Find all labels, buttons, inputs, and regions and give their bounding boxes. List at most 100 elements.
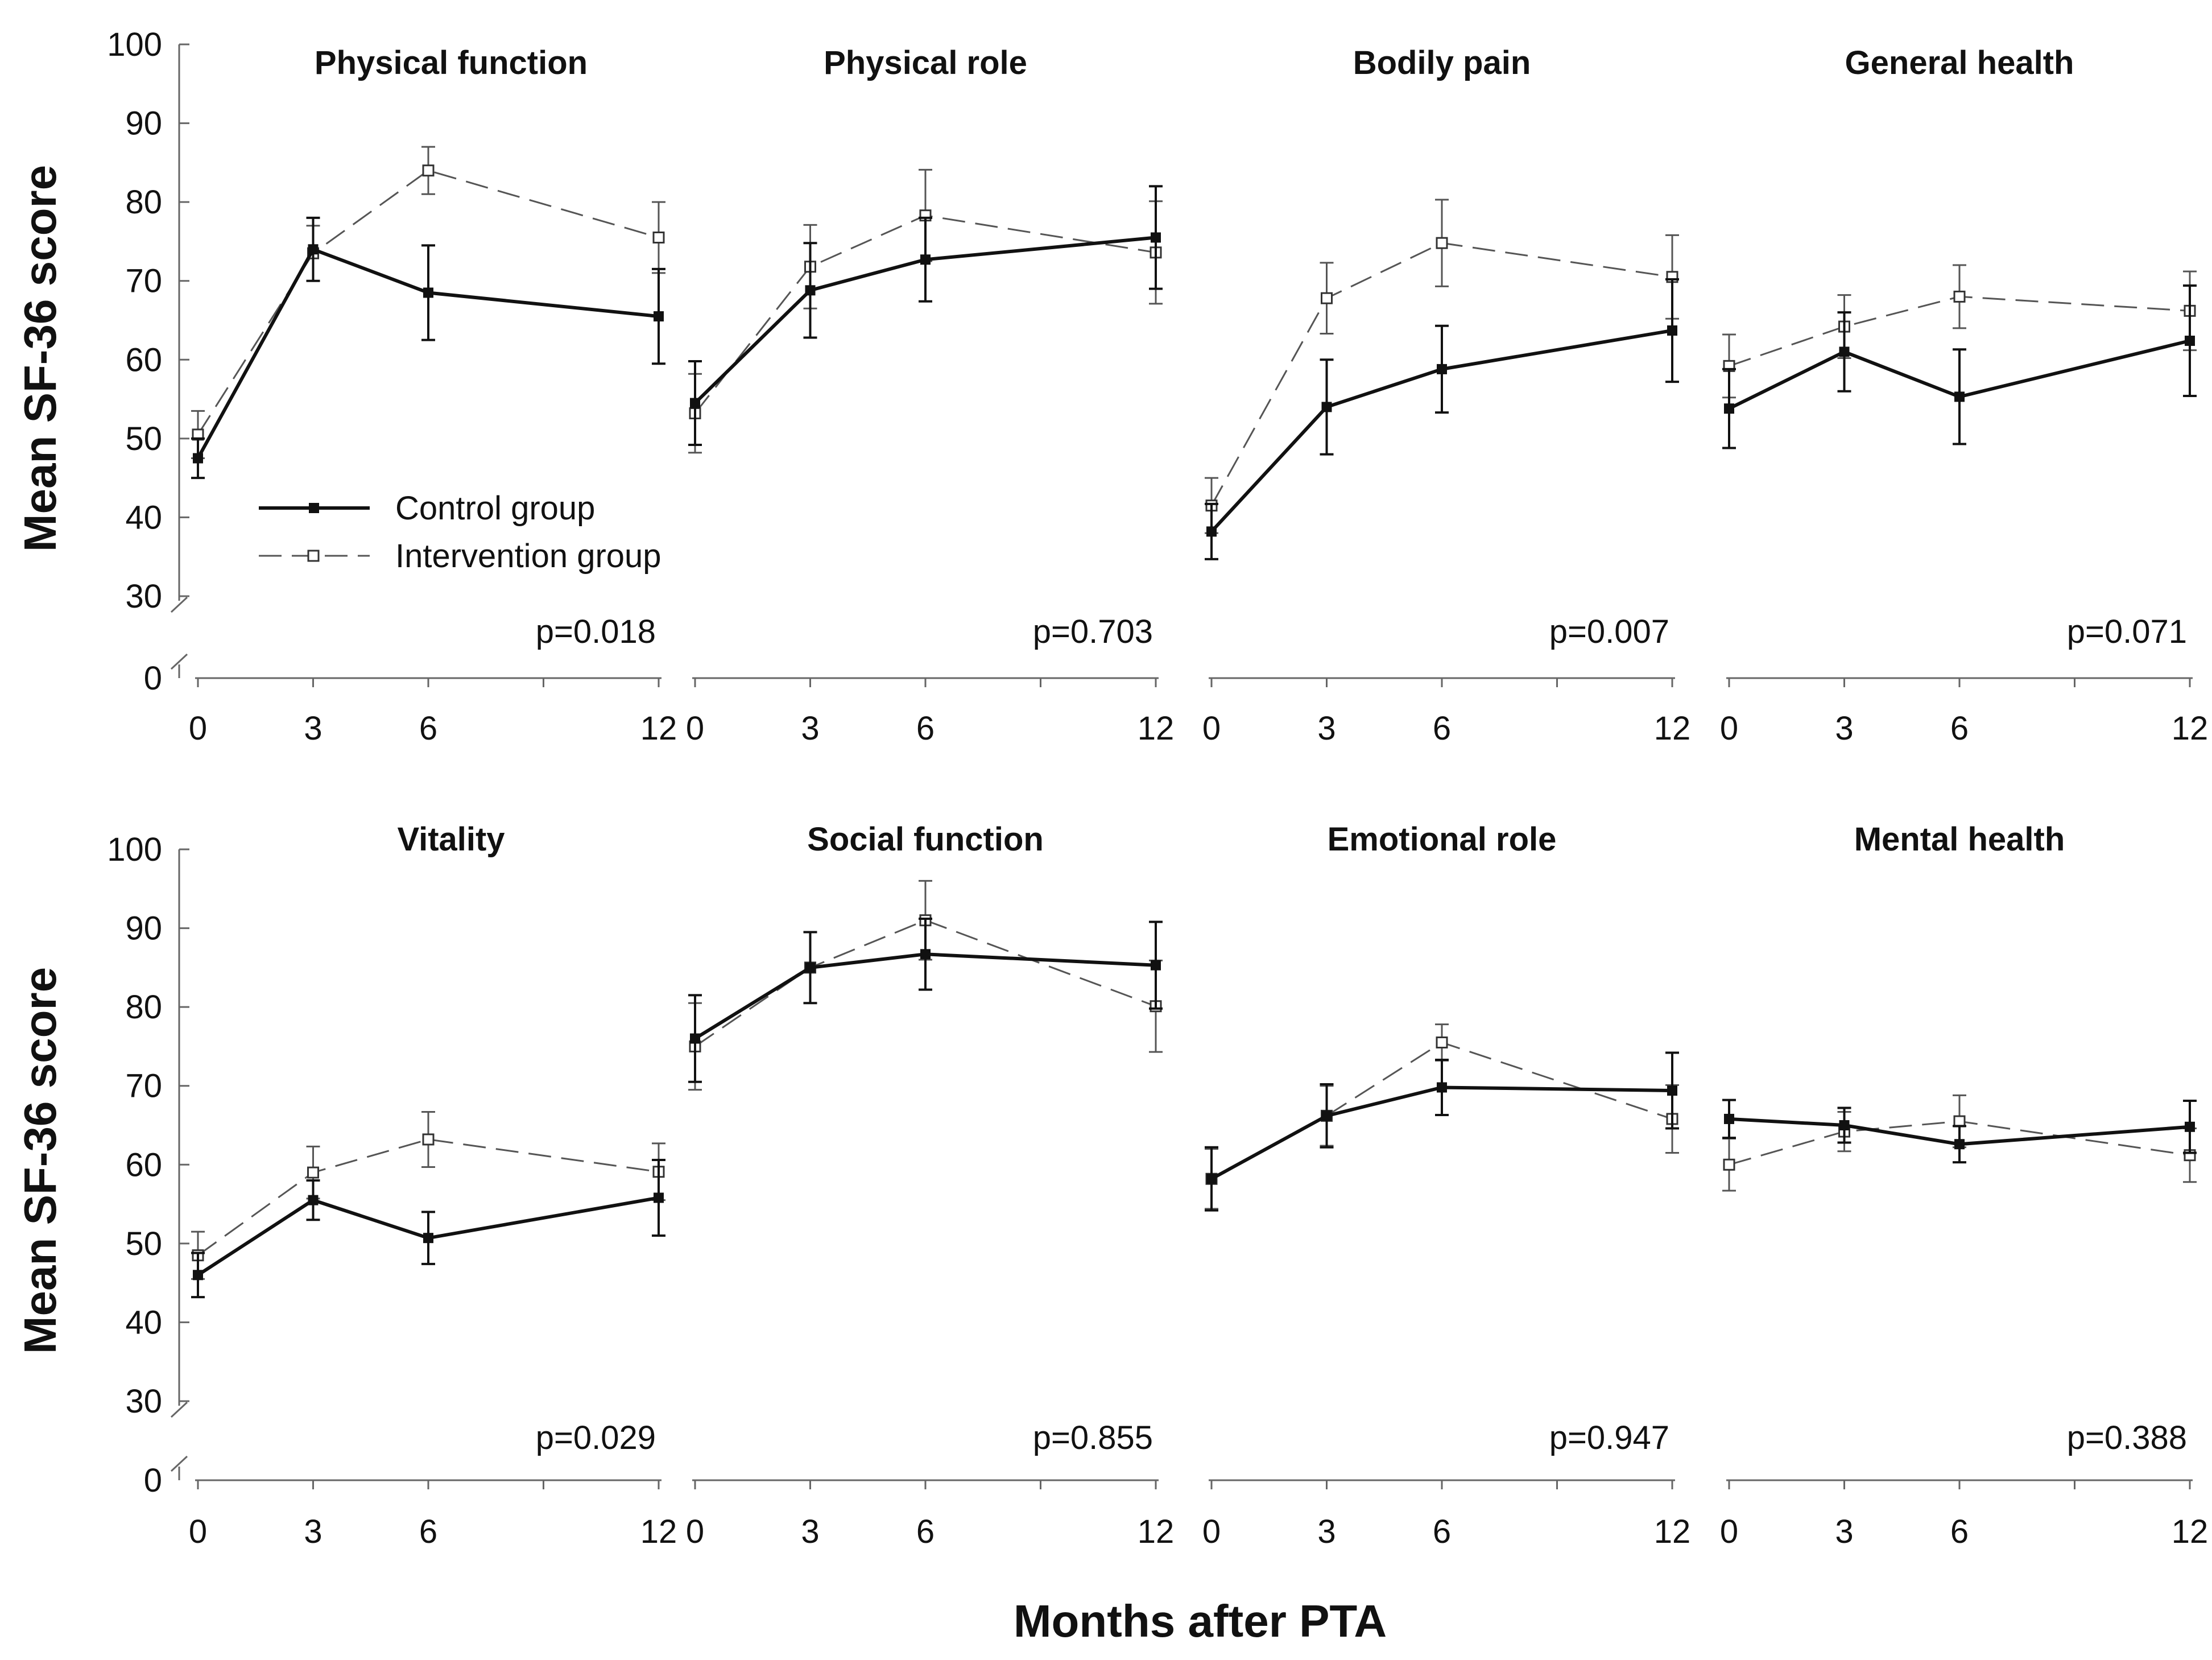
panel-title: Social function bbox=[807, 821, 1044, 858]
intervention-series-line bbox=[1729, 1120, 2190, 1166]
intervention-data-point bbox=[1321, 292, 1333, 304]
control-data-point bbox=[308, 1195, 319, 1205]
control-series-line bbox=[1728, 339, 2190, 410]
x-tick-label: 0 bbox=[189, 710, 207, 747]
panel-title: Bodily pain bbox=[1353, 44, 1531, 81]
control-data-point bbox=[654, 1192, 664, 1203]
panel-title: Physical role bbox=[824, 44, 1027, 81]
intervention-data-point bbox=[422, 164, 435, 177]
intervention-data-point bbox=[1953, 290, 1966, 303]
control-series-line bbox=[1210, 1085, 1673, 1180]
panel-title: Mental health bbox=[1854, 821, 2065, 858]
control-series-line bbox=[1729, 1117, 2190, 1146]
y-axis-break-mark bbox=[170, 1401, 188, 1418]
y-tick-label: 100 bbox=[107, 831, 162, 868]
x-tick-label: 12 bbox=[2172, 710, 2209, 747]
x-tick-label: 3 bbox=[1835, 710, 1853, 747]
intervention-series-line bbox=[197, 1138, 659, 1256]
control-data-point bbox=[690, 1033, 700, 1044]
p-value-label: p=0.855 bbox=[1033, 1419, 1153, 1456]
x-tick-label: 3 bbox=[1835, 1513, 1853, 1550]
panel-2: 0 3 6 12 Bodily pain p=0.007 bbox=[1202, 44, 1690, 747]
intervention-series-line bbox=[694, 919, 1156, 1047]
control-data-point bbox=[920, 254, 931, 265]
control-data-point bbox=[193, 1270, 203, 1281]
control-data-point bbox=[308, 244, 319, 255]
x-tick-label: 6 bbox=[1433, 1513, 1451, 1550]
control-data-point bbox=[423, 1233, 433, 1244]
y-tick-label: 30 bbox=[125, 578, 162, 615]
control-data-point bbox=[690, 398, 700, 408]
legend-intervention-marker bbox=[307, 550, 320, 562]
control-data-point bbox=[1206, 526, 1217, 537]
control-data-point bbox=[423, 287, 433, 298]
control-data-point bbox=[1321, 402, 1332, 412]
intervention-data-point bbox=[652, 232, 665, 243]
intervention-series-line bbox=[1729, 295, 2190, 367]
control-data-point bbox=[1839, 1120, 1850, 1130]
y-tick-label: 40 bbox=[125, 1304, 162, 1341]
x-tick-label: 0 bbox=[686, 710, 704, 747]
control-data-point bbox=[2185, 1121, 2195, 1132]
control-data-point bbox=[1206, 1174, 1217, 1184]
x-tick-label: 12 bbox=[1654, 1513, 1691, 1550]
panel-title: Physical function bbox=[315, 44, 588, 81]
p-value-label: p=0.947 bbox=[1549, 1419, 1669, 1456]
p-value-label: p=0.071 bbox=[2067, 613, 2187, 650]
control-data-point bbox=[1151, 960, 1161, 971]
x-axis-title: Months after PTA bbox=[1014, 1596, 1387, 1646]
panel-4: 30 40 50 60 70 80 90 100 00 3 6 12 Vitality p=0.029 bbox=[107, 821, 677, 1550]
y-tick-label: 50 bbox=[125, 1225, 162, 1262]
y-tick-label: 80 bbox=[125, 184, 162, 221]
panel-title: Vitality bbox=[397, 821, 505, 858]
x-tick-label: 12 bbox=[640, 710, 677, 747]
control-data-point bbox=[805, 962, 816, 973]
p-value-label: p=0.388 bbox=[2067, 1419, 2187, 1456]
x-tick-label: 3 bbox=[1317, 710, 1336, 747]
x-tick-label: 12 bbox=[1138, 1513, 1175, 1550]
intervention-series-line bbox=[694, 214, 1156, 414]
y-tick-label: 40 bbox=[125, 499, 162, 536]
intervention-data-point bbox=[1723, 1158, 1735, 1171]
control-series-line bbox=[197, 1196, 659, 1277]
p-value-label: p=0.007 bbox=[1549, 613, 1669, 650]
panel-7: 0 3 6 12 Mental health p=0.388 bbox=[1720, 821, 2208, 1550]
panel-3: 0 3 6 12 General health p=0.071 bbox=[1720, 44, 2208, 747]
intervention-data-point bbox=[1953, 1115, 1966, 1128]
panel-title: General health bbox=[1845, 44, 2074, 81]
labels-layer: Mean SF-36 score Mean SF-36 score Months… bbox=[15, 165, 1387, 1646]
legend-control-marker bbox=[309, 503, 319, 513]
panel-5: 0 3 6 12 Social function p=0.855 bbox=[686, 821, 1174, 1550]
x-tick-label: 12 bbox=[1654, 710, 1691, 747]
x-tick-label: 0 bbox=[1202, 710, 1221, 747]
control-series-line bbox=[693, 236, 1156, 404]
control-data-point bbox=[805, 285, 816, 296]
x-tick-label: 6 bbox=[1950, 710, 1969, 747]
x-tick-label: 0 bbox=[686, 1513, 704, 1550]
control-data-point bbox=[1437, 364, 1447, 374]
y-zero-label: 0 bbox=[144, 660, 162, 697]
control-data-point bbox=[193, 453, 203, 464]
y-axis-break-mark bbox=[170, 1455, 188, 1472]
legend: Control group Intervention group bbox=[259, 490, 661, 575]
control-data-point bbox=[1954, 391, 1965, 402]
intervention-data-point bbox=[422, 1133, 435, 1146]
y-zero-label: 0 bbox=[144, 1462, 162, 1499]
control-data-point bbox=[1839, 346, 1850, 357]
control-data-point bbox=[1667, 1085, 1677, 1096]
intervention-data-point bbox=[1436, 237, 1448, 249]
x-tick-label: 0 bbox=[1202, 1513, 1221, 1550]
x-tick-label: 12 bbox=[1138, 710, 1175, 747]
y-axis-title-top: Mean SF-36 score bbox=[15, 165, 65, 552]
intervention-data-point bbox=[1436, 1037, 1448, 1048]
x-tick-label: 6 bbox=[419, 1513, 437, 1550]
y-axis-break-mark bbox=[170, 653, 188, 670]
control-data-point bbox=[654, 311, 664, 322]
control-data-point bbox=[1724, 1113, 1734, 1124]
y-tick-label: 90 bbox=[125, 910, 162, 947]
x-tick-label: 6 bbox=[1950, 1513, 1969, 1550]
control-series-line bbox=[1210, 329, 1673, 533]
y-tick-label: 70 bbox=[125, 1068, 162, 1105]
x-tick-label: 6 bbox=[916, 1513, 935, 1550]
